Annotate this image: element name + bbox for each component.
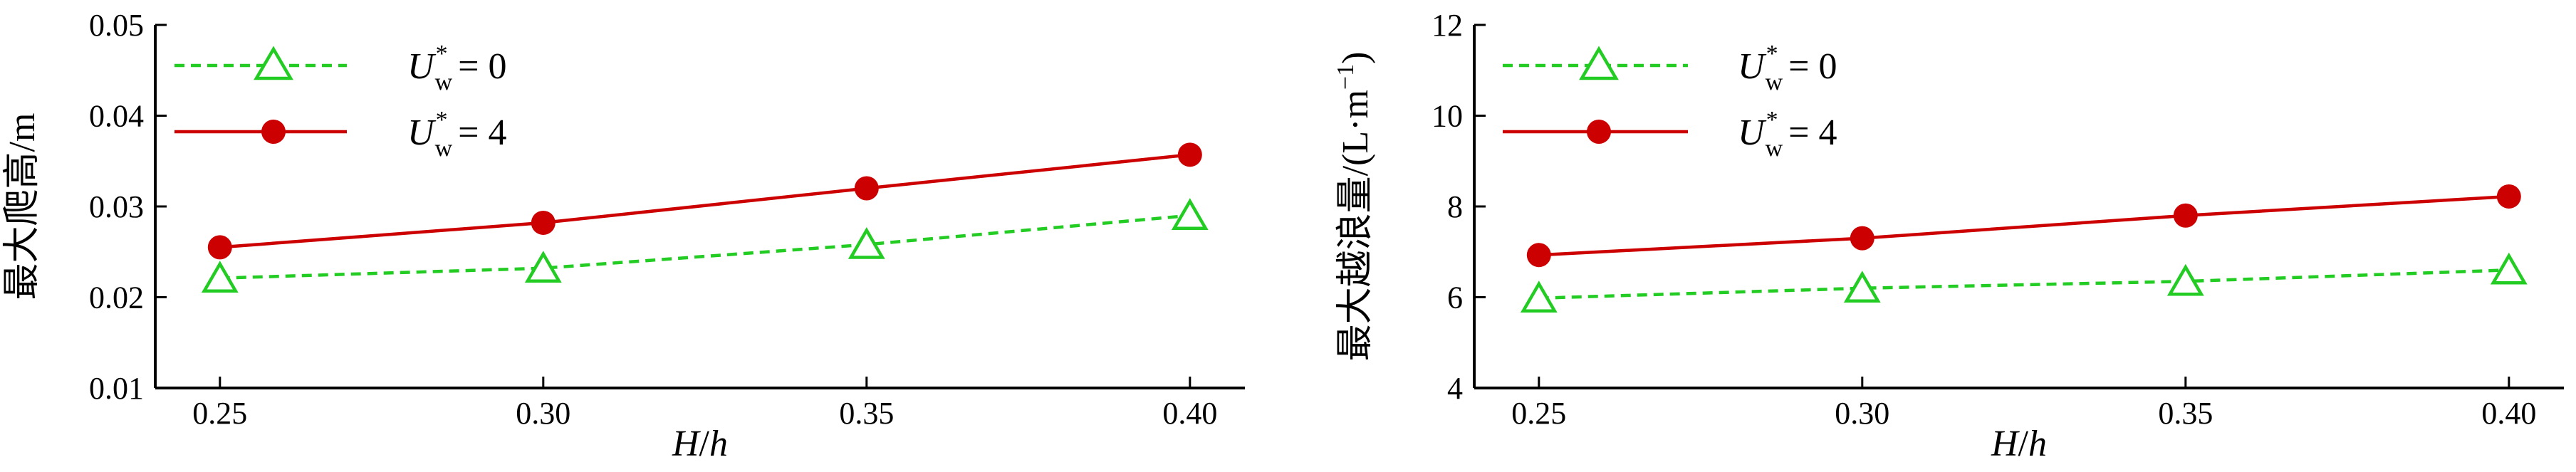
x-axis-label: H/h: [672, 424, 728, 464]
series-2-point: [531, 210, 556, 235]
legend-entry-series-2: U* w = 4: [174, 107, 506, 162]
legend-entry-series-1: U* w = 0: [1503, 41, 1837, 95]
y-tick-label: 0.04: [89, 99, 144, 134]
legend-marker-series-1: [1579, 46, 1619, 80]
x-ticks: 0.25 0.30 0.35 0.40: [192, 377, 1217, 431]
series-line-2: [219, 153, 1191, 249]
series-1-point: [1520, 280, 1558, 313]
y-axis-label: 最大越浪量/(L·m−1): [1333, 52, 1376, 362]
x-tick-label: 0.25: [192, 396, 247, 431]
series-1-point: [848, 227, 885, 259]
legend-label-series-2: U* w = 4: [1738, 107, 1837, 162]
legend-entry-series-1: U* w = 0: [174, 41, 506, 95]
x-tick-label: 0.30: [516, 396, 570, 431]
x-tick-label: 0.40: [2481, 396, 2536, 431]
y-tick-label: 12: [1432, 8, 1463, 43]
series-2-point: [1526, 243, 1551, 268]
legend-entry-series-2: U* w = 4: [1503, 107, 1837, 162]
x-ticks: 0.25 0.30 0.35 0.40: [1511, 377, 2536, 431]
x-tick-label: 0.35: [2158, 396, 2213, 431]
series-line-2: [1538, 194, 2509, 257]
y-axis-label: 最大爬高/m: [2, 113, 43, 300]
axes-frame: [1473, 25, 2564, 389]
series-line-1: [1538, 268, 2509, 300]
y-tick-label: 0.01: [89, 371, 144, 406]
legend-marker-series-2: [1587, 120, 1611, 144]
plot-area: [201, 142, 1209, 293]
series-1-point: [2166, 263, 2204, 296]
legend-marker-series-2: [261, 120, 286, 144]
series-2-point: [1850, 226, 1874, 251]
series-2-point: [2496, 184, 2521, 209]
series-2-point: [1177, 142, 1202, 167]
y-tick-label: 10: [1432, 99, 1463, 134]
y-tick-label: 6: [1447, 280, 1463, 315]
legend-label-series-2: U* w = 4: [407, 107, 506, 162]
x-axis-label: H/h: [1991, 424, 2047, 464]
y-ticks: 4 6 8 10 12: [1432, 8, 1486, 406]
x-tick-label: 0.40: [1162, 396, 1217, 431]
x-tick-label: 0.35: [839, 396, 894, 431]
x-tick-label: 0.25: [1511, 396, 1566, 431]
legend: U* w = 0 U* w = 4: [1503, 41, 1837, 162]
series-2-point: [854, 176, 879, 201]
series-1-point: [201, 261, 239, 293]
legend-marker-series-1: [254, 46, 293, 80]
series-1-point: [1843, 271, 1881, 303]
y-tick-label: 0.02: [89, 280, 144, 315]
series-2-point: [2173, 203, 2198, 228]
y-tick-label: 4: [1447, 371, 1463, 406]
series-1-point: [1171, 198, 1209, 230]
chart-max-overtopping: 4 6 8 10 12 0.25 0.30 0.35 0.40 U* w = 0 U* w = 4 最…: [1333, 8, 2564, 464]
series-1-point: [2490, 252, 2528, 285]
y-tick-label: 8: [1447, 189, 1463, 224]
series-2-point: [207, 235, 232, 260]
series-1-point: [524, 251, 562, 283]
y-tick-label: 0.03: [89, 189, 144, 224]
series-line-1: [219, 214, 1191, 280]
legend-label-series-1: U* w = 0: [407, 41, 506, 95]
chart-max-runup: 0.01 0.02 0.03 0.04 0.05 0.25 0.30 0.35 0.40 U*…: [2, 8, 1245, 464]
legend: U* w = 0 U* w = 4: [174, 41, 506, 162]
y-tick-label: 0.05: [89, 8, 144, 43]
y-ticks: 0.01 0.02 0.03 0.04 0.05: [89, 8, 167, 406]
plot-area: [1520, 184, 2528, 313]
x-tick-label: 0.30: [1835, 396, 1889, 431]
legend-label-series-1: U* w = 0: [1738, 41, 1837, 95]
